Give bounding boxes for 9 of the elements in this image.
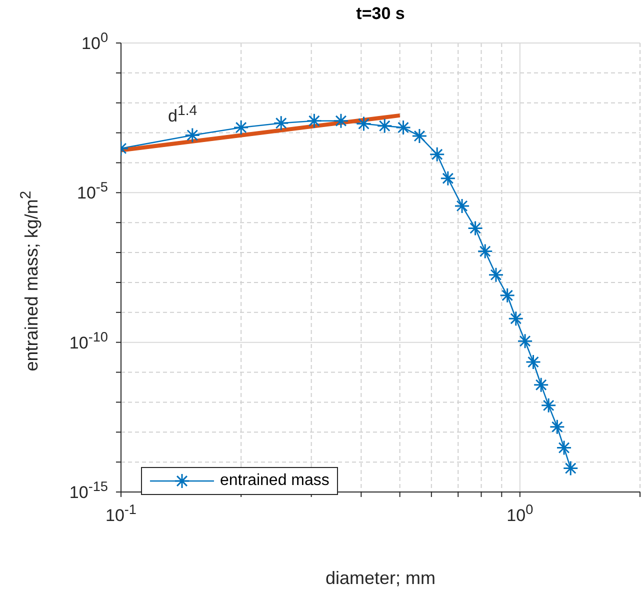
x-tick-label: 10$^{-1}$ <box>105 502 137 525</box>
x-axis-title: diameter; mm <box>324 568 437 589</box>
annotation: d$^{1.4}$ <box>168 103 198 127</box>
y-tick-label: 10$^{0}$ <box>82 30 108 53</box>
legend-label: entrained mass <box>220 472 330 490</box>
chart-title: t=30 s <box>355 4 406 24</box>
y-tick-label: 10$^{-5}$ <box>76 179 108 203</box>
y-tick-label: 10$^{-10}$ <box>69 328 108 352</box>
y-tick-label: 10$^{-15}$ <box>69 478 108 502</box>
